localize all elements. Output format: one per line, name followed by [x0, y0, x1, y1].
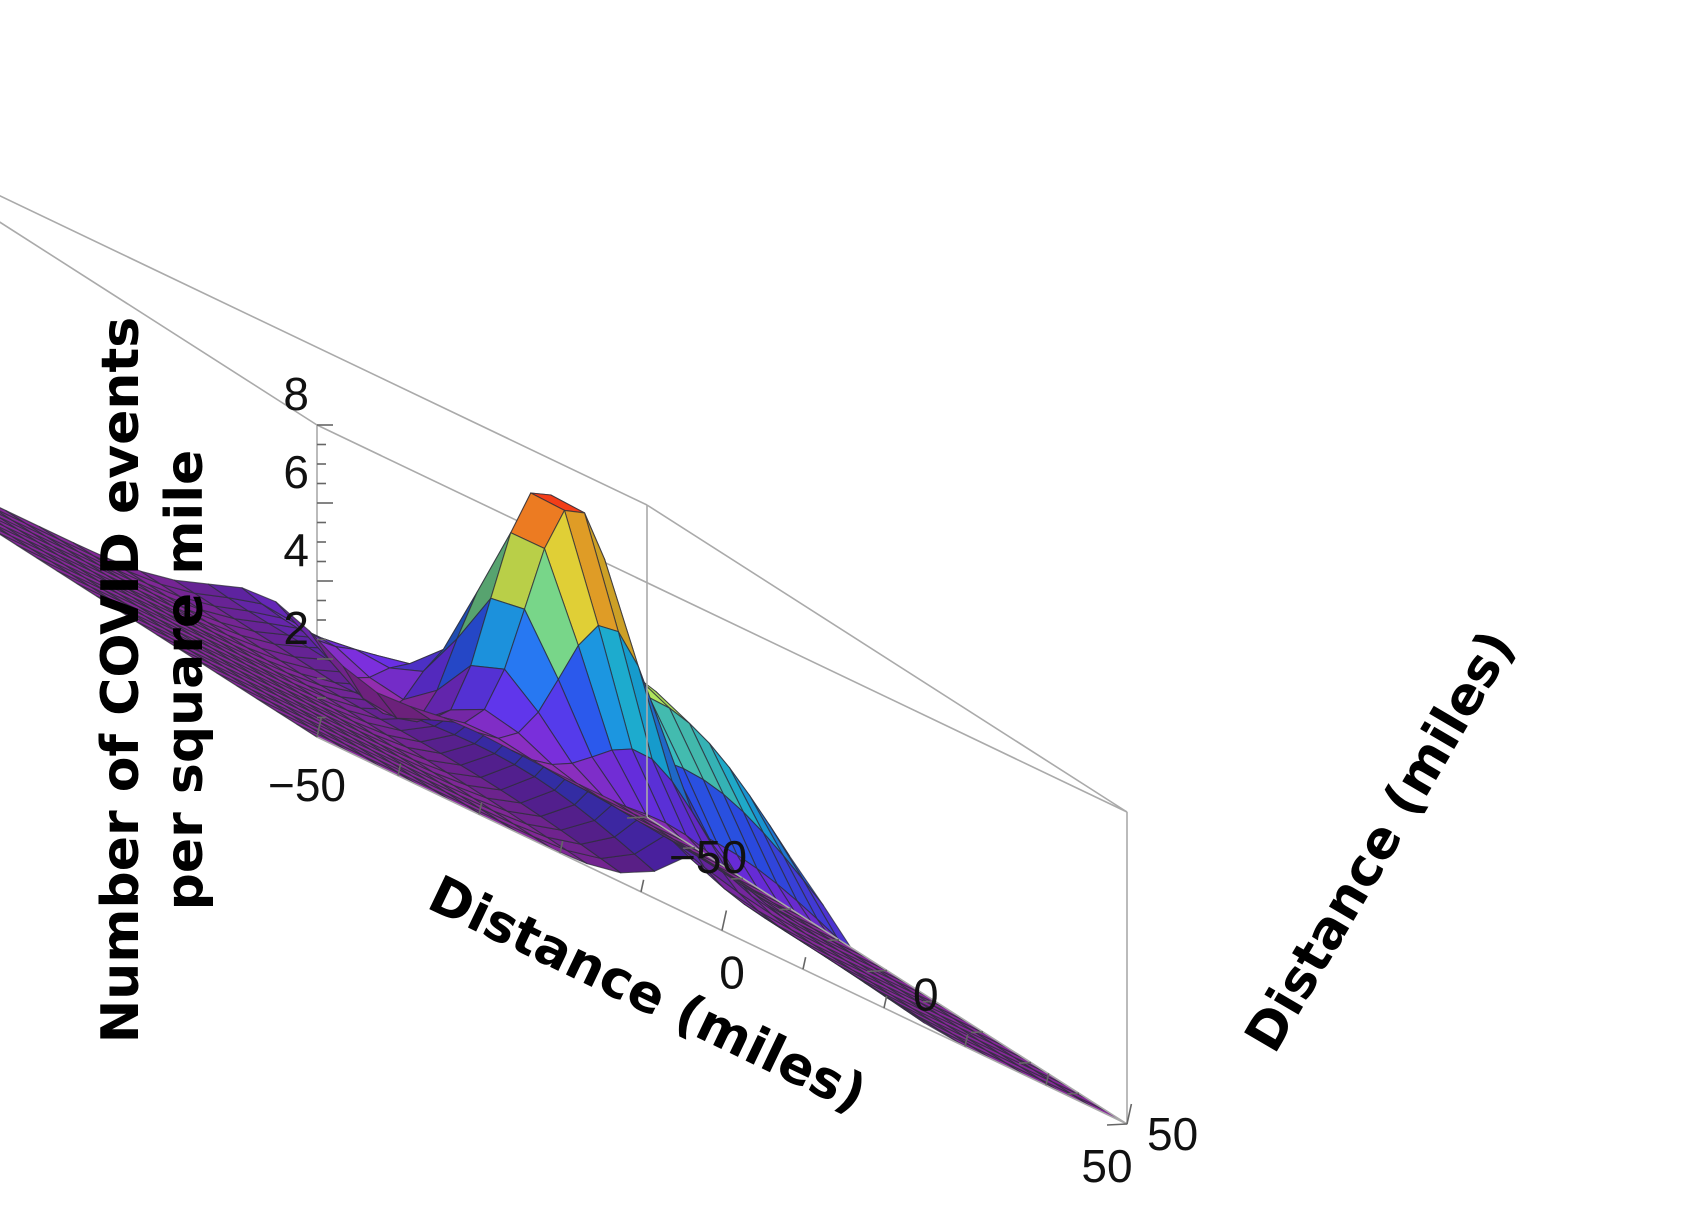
x-tick-mark — [964, 1034, 969, 1047]
y-tick-mark — [626, 816, 648, 819]
x-tick-mark — [640, 879, 645, 892]
x-tick-label: 50 — [1081, 1140, 1132, 1192]
x-tick-mark — [559, 840, 564, 854]
y-tick-mark — [682, 846, 696, 850]
x-tick-mark — [721, 910, 728, 931]
box-edge — [316, 424, 1128, 813]
x-tick-mark — [1126, 1103, 1133, 1125]
y-tick-mark — [1106, 1123, 1128, 1126]
z-axis-title-line-1: Number of COVID events — [91, 317, 151, 1044]
y-tick-label: −50 — [669, 831, 747, 883]
x-tick-mark — [1045, 1073, 1050, 1086]
box-edge — [0, 221, 318, 426]
y-tick-mark — [866, 969, 888, 973]
x-tick-mark — [478, 802, 483, 815]
x-tick-label: 0 — [719, 947, 745, 999]
y-tick-mark — [730, 877, 744, 880]
box-edge — [646, 504, 1128, 813]
y-tick-mark — [922, 1000, 936, 1003]
box-edge — [0, 194, 648, 506]
z-tick-label: 2 — [283, 602, 309, 654]
y-tick-mark — [970, 1031, 984, 1034]
z-tick-label: 8 — [283, 368, 309, 420]
x-tick-label: −50 — [268, 759, 346, 811]
y-tick-mark — [778, 908, 792, 911]
y-tick-label: 50 — [1147, 1108, 1198, 1160]
y-tick-mark — [826, 939, 840, 942]
y-axis-title: Distance (miles) — [1234, 621, 1527, 1063]
x-tick-mark — [802, 957, 807, 970]
z-tick-label: 4 — [283, 524, 309, 576]
surface — [0, 492, 1128, 1125]
z-axis-title-line-2: per square mile — [155, 450, 215, 911]
x-tick-mark — [316, 716, 323, 738]
z-tick-label: 6 — [283, 446, 309, 498]
x-tick-mark — [883, 995, 888, 1009]
tick-marks — [316, 424, 1133, 1126]
y-tick-mark — [1066, 1092, 1080, 1095]
x-tick-mark — [397, 763, 402, 776]
y-tick-label: 0 — [913, 969, 939, 1021]
y-tick-mark — [1018, 1061, 1032, 1064]
